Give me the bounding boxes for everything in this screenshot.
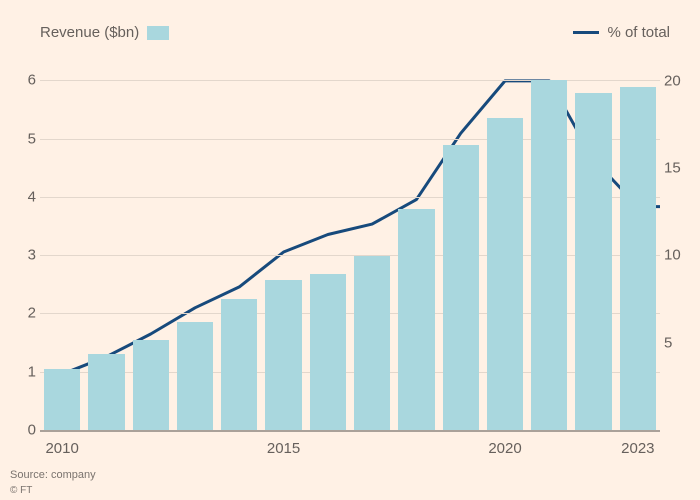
y-left-tick: 6 [18,72,36,89]
bar [88,354,124,430]
y-right-tick: 15 [664,160,690,177]
y-right-tick: 10 [664,247,690,264]
y-left-tick: 3 [18,247,36,264]
x-tick: 2010 [45,440,78,457]
bar [531,80,567,430]
bar [620,87,656,430]
chart-container: Revenue ($bn) % of total 012345651015202… [0,0,700,500]
y-left-tick: 2 [18,305,36,322]
legend-line-swatch [573,31,599,34]
bar [443,145,479,431]
x-tick: 2023 [621,440,654,457]
legend-line-label: % of total [607,24,670,41]
source-text: Source: company [10,467,96,484]
bar [265,280,301,430]
bar [221,299,257,430]
bar [398,209,434,430]
copyright-text: © FT [10,483,96,498]
legend-line: % of total [573,24,670,41]
footer: Source: company © FT [10,467,96,499]
legend-bar: Revenue ($bn) [40,24,169,41]
bar [133,340,169,430]
bar [44,369,80,430]
bar [310,274,346,430]
x-tick: 2020 [488,440,521,457]
y-left-tick: 5 [18,130,36,147]
grid-line [40,430,660,432]
legend: Revenue ($bn) % of total [0,24,700,46]
legend-bar-swatch [147,26,169,40]
bar [177,322,213,430]
y-left-tick: 0 [18,422,36,439]
legend-bar-label: Revenue ($bn) [40,24,139,41]
y-right-tick: 5 [664,334,690,351]
bar [487,118,523,430]
y-left-tick: 1 [18,363,36,380]
bar [354,256,390,430]
y-left-tick: 4 [18,188,36,205]
bar [575,93,611,430]
plot-area: 012345651015202010201520202023 [40,60,660,430]
y-right-tick: 20 [664,72,690,89]
x-tick: 2015 [267,440,300,457]
